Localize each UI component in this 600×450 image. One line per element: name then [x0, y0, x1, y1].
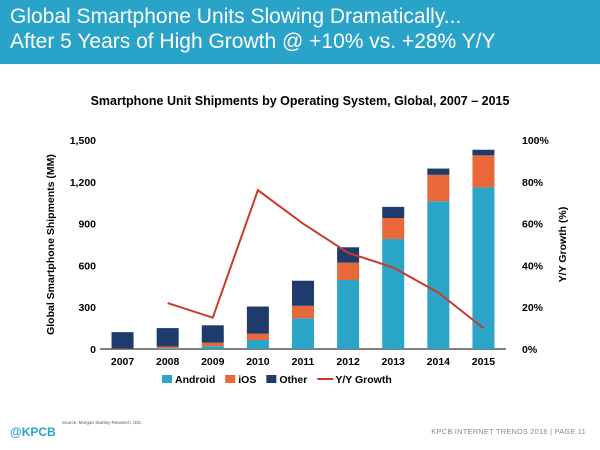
bar-ios-2012 — [337, 262, 360, 281]
y2-tick-label: 20% — [522, 302, 544, 314]
bar-other-2012 — [337, 247, 360, 263]
header-title-line1: Global Smartphone Units Slowing Dramatic… — [10, 5, 462, 28]
chart-title: Smartphone Unit Shipments by Operating S… — [90, 94, 510, 108]
bar-other-2015 — [472, 149, 495, 156]
legend-label-growth: Y/Y Growth — [335, 374, 391, 386]
bar-other-2009 — [201, 325, 224, 343]
growth-line — [167, 188, 485, 329]
bar-ios-2011 — [292, 305, 314, 319]
y-tick-label: 900 — [78, 219, 96, 231]
bar-ios-2014 — [427, 174, 450, 202]
y-axis-title: Global Smartphone Shipments (MM) — [45, 154, 57, 335]
legend-label-ios: iOS — [238, 374, 256, 386]
bar-android-2009 — [201, 346, 224, 349]
legend-swatch-ios — [225, 375, 236, 383]
header-banner: Global Smartphone Units Slowing Dramatic… — [0, 0, 600, 64]
x-tick-label: 2007 — [111, 356, 135, 368]
bar-android-2012 — [337, 280, 360, 349]
header-title-line2: After 5 Years of High Growth @ +10% vs. … — [10, 30, 496, 53]
bar-android-2008 — [156, 348, 179, 349]
bar-ios-2009 — [201, 342, 224, 347]
y2-tick-label: 100% — [522, 135, 550, 147]
legend-swatch-other — [266, 375, 277, 383]
y2-tick-label: 40% — [522, 260, 544, 272]
x-tick-label: 2010 — [246, 356, 270, 368]
x-tick-label: 2012 — [336, 356, 360, 368]
bar-other-2007 — [111, 332, 134, 349]
bar-ios-2010 — [246, 333, 269, 340]
y2-tick-label: 60% — [522, 219, 544, 231]
bar-other-2008 — [156, 328, 179, 347]
bar-ios-2015 — [472, 155, 495, 188]
bar-other-2013 — [382, 206, 405, 219]
y2-tick-label: 80% — [522, 177, 544, 189]
x-tick-label: 2009 — [201, 356, 225, 368]
x-tick-label: 2013 — [382, 356, 406, 368]
legend-label-other: Other — [279, 374, 307, 386]
source-note: Source: Morgan Stanley Research, IDC. — [62, 420, 143, 425]
bar-other-2010 — [246, 306, 269, 334]
legend-swatch-android — [162, 375, 172, 383]
bar-android-2014 — [427, 201, 450, 349]
y-tick-label: 600 — [78, 260, 96, 272]
footer-page-label: KPCB INTERNET TRENDS 2016 | PAGE 11 — [431, 427, 586, 436]
y-tick-label: 1,200 — [70, 177, 96, 189]
bar-android-2011 — [292, 318, 314, 349]
x-tick-label: 2011 — [292, 356, 315, 368]
kpcb-logo: @KPCB — [10, 425, 56, 439]
y-tick-label: 1,500 — [70, 135, 96, 147]
bar-ios-2008 — [156, 346, 179, 349]
bar-other-2011 — [292, 280, 314, 306]
bar-android-2013 — [382, 238, 405, 349]
legend-label-android: Android — [175, 374, 215, 386]
y-tick-label: 0 — [90, 344, 96, 356]
bar-android-2015 — [472, 187, 495, 349]
y2-axis-title: Y/Y Growth (%) — [557, 207, 569, 283]
y-tick-label: 300 — [78, 302, 96, 314]
x-tick-label: 2008 — [156, 356, 180, 368]
bar-android-2010 — [246, 339, 269, 349]
bar-ios-2013 — [382, 218, 405, 239]
x-tick-label: 2015 — [472, 356, 496, 368]
bar-other-2014 — [427, 168, 450, 175]
y2-tick-label: 0% — [522, 344, 538, 356]
x-tick-label: 2014 — [427, 356, 451, 368]
